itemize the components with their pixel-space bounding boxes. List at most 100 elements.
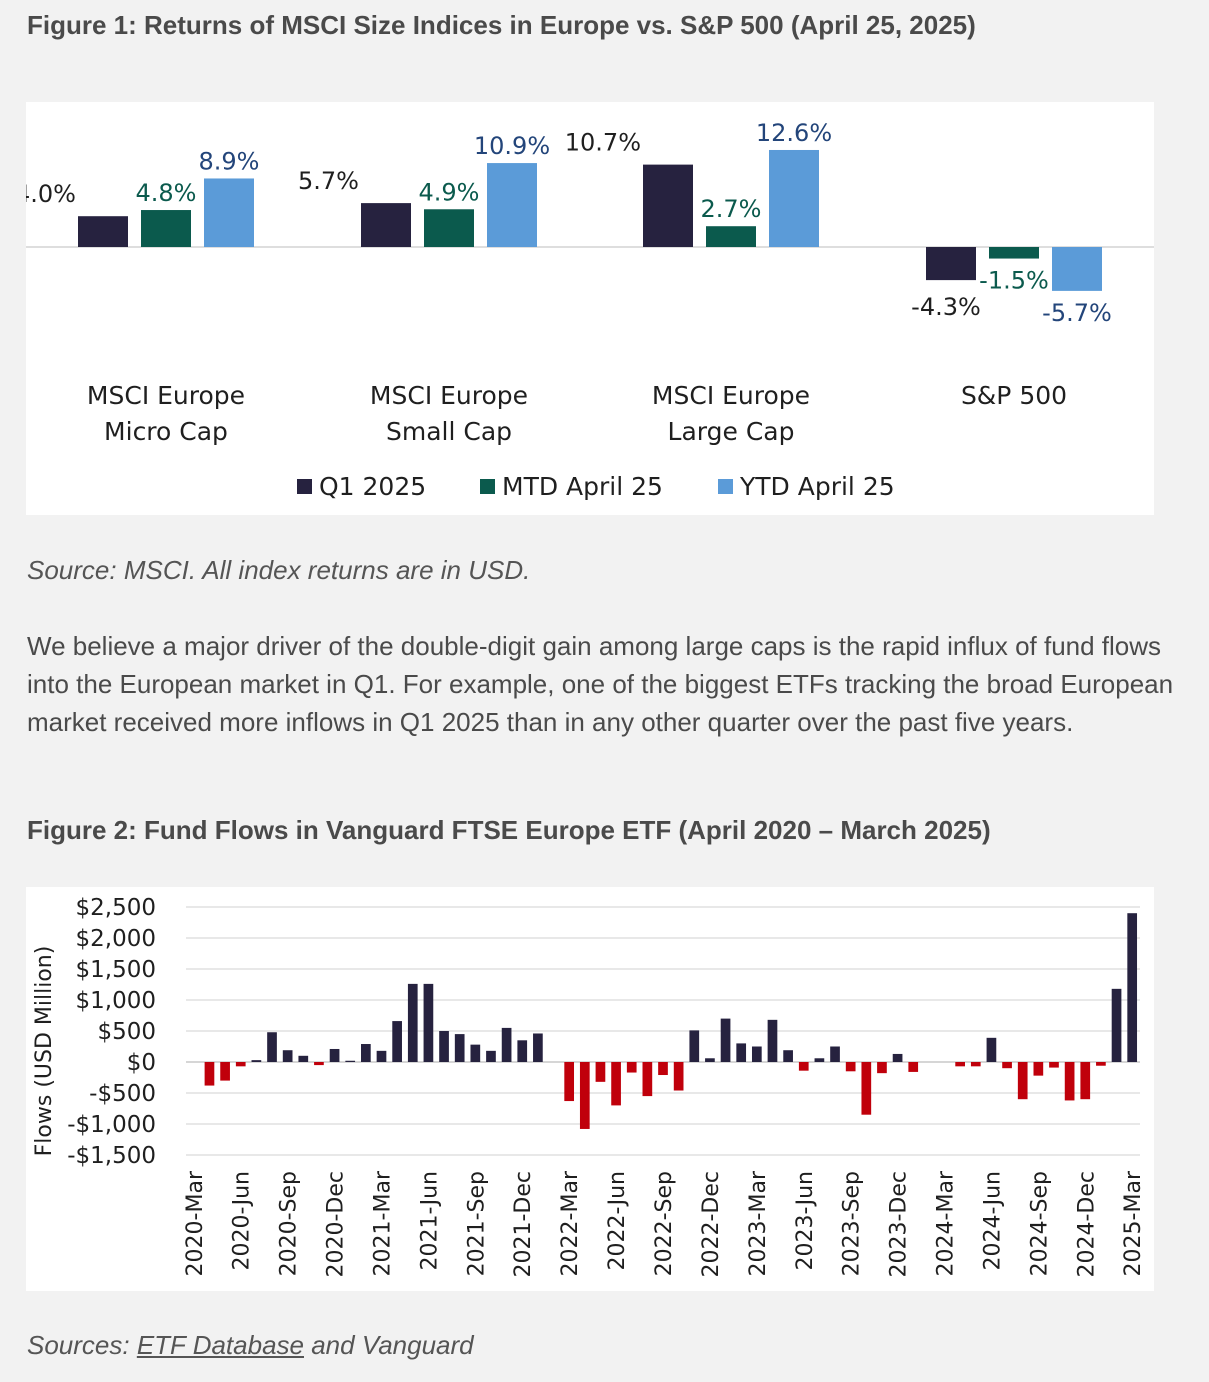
- flow-bar: [204, 1062, 215, 1086]
- bar-1-0: [141, 210, 191, 247]
- flow-bar: [470, 1044, 481, 1062]
- y-axis-label: Flows (USD Million): [32, 946, 57, 1157]
- etf-database-link[interactable]: ETF Database: [136, 1330, 304, 1360]
- bar-0-1: [361, 203, 411, 247]
- flow-bar: [439, 1031, 449, 1062]
- bar-2-0: [204, 178, 254, 247]
- bar-2-3: [1052, 247, 1102, 291]
- figure-1-chart: 4.0% 5.7% 10.7% -4.3% 4.8% 4.9% 2.7% -1.5% 8.9% 1…: [15, 119, 1154, 501]
- flow-bar: [1064, 1062, 1075, 1101]
- bar-0-2: [643, 164, 693, 247]
- flow-bar: [877, 1062, 887, 1074]
- flow-bar: [861, 1062, 872, 1115]
- y-tick-label: $1,000: [76, 988, 156, 1014]
- flow-bar: [361, 1044, 371, 1062]
- y-tick-label: $2,500: [76, 895, 156, 921]
- data-label-0-3: -4.3%: [911, 293, 981, 321]
- body-paragraph: We believe a major driver of the double-…: [27, 627, 1177, 741]
- flow-bar: [908, 1062, 919, 1072]
- paragraph-text: We believe a major driver of the double-…: [27, 631, 1174, 737]
- x-tick-label: 2024-Dec: [1074, 1171, 1099, 1278]
- x-tick-label: 2022-Jun: [605, 1171, 630, 1271]
- flow-bar: [501, 1027, 512, 1062]
- category-label-0: MSCI Europe: [87, 381, 245, 410]
- flow-bar: [1096, 1062, 1106, 1066]
- y-tick-label: $1,500: [76, 957, 156, 983]
- bar-1-2: [706, 226, 756, 247]
- flow-bar: [970, 1062, 981, 1067]
- flow-bar: [220, 1062, 230, 1081]
- flow-bar: [517, 1040, 528, 1062]
- data-label-1-2: 2.7%: [701, 195, 762, 223]
- flow-bar: [423, 983, 434, 1062]
- figure-2-chart: $2,500 $2,000 $1,500 $1,000 $500 $0 -$500 -$1,0…: [32, 895, 1146, 1278]
- x-tick-label: 2020-Dec: [324, 1171, 349, 1278]
- flow-bar: [955, 1062, 965, 1067]
- x-tick-label: 2020-Sep: [277, 1171, 302, 1276]
- x-tick-label: 2025-Mar: [1121, 1170, 1146, 1276]
- flow-bar: [595, 1062, 606, 1082]
- x-tick-label: 2020-Jun: [230, 1171, 255, 1271]
- flow-bar: [783, 1050, 793, 1062]
- y-tick-label: $0: [127, 1050, 156, 1076]
- flow-bar: [892, 1053, 903, 1062]
- data-label-0-1: 5.7%: [298, 167, 359, 195]
- x-tick-label: 2024-Jun: [980, 1171, 1005, 1271]
- x-tick-label: 2021-Mar: [370, 1170, 395, 1276]
- flow-bar: [1033, 1062, 1044, 1076]
- bar-0-0: [78, 216, 128, 247]
- flow-bar: [407, 983, 418, 1062]
- flow-bar: [673, 1062, 684, 1091]
- figure-1-title: Figure 1: Returns of MSCI Size Indices i…: [27, 10, 976, 40]
- data-label-2-2: 12.6%: [756, 119, 832, 147]
- figure-1-source: Source: MSCI. All index returns are in U…: [27, 555, 531, 585]
- x-tick-label: 2022-Mar: [558, 1170, 583, 1276]
- flow-bar: [392, 1021, 402, 1062]
- data-label-2-3: -5.7%: [1042, 299, 1112, 327]
- legend-label-0: Q1 2025: [319, 472, 426, 501]
- x-tick-label: 2021-Jun: [417, 1171, 442, 1271]
- x-tick-label: 2021-Dec: [511, 1171, 536, 1278]
- bar-2-2: [769, 149, 819, 247]
- flow-bar: [642, 1062, 653, 1097]
- flow-bar: [1111, 988, 1122, 1062]
- y-tick-label: $500: [97, 1019, 156, 1045]
- y-tick-label: $2,000: [76, 926, 156, 952]
- category-label-2: Large Cap: [668, 417, 795, 446]
- flow-bar: [986, 1037, 997, 1062]
- legend-swatch-2: [718, 479, 733, 494]
- x-tick-label: 2023-Dec: [887, 1171, 912, 1278]
- flow-bar: [564, 1062, 575, 1102]
- flow-bar: [720, 1018, 731, 1062]
- data-label-1-1: 4.9%: [419, 178, 480, 206]
- flow-bar: [235, 1062, 246, 1067]
- flow-bar: [705, 1058, 715, 1062]
- flow-bar: [1049, 1062, 1059, 1068]
- data-label-0-0: 4.0%: [26, 180, 76, 208]
- data-label-1-0: 4.8%: [136, 179, 197, 207]
- x-tick-label: 2021-Sep: [464, 1171, 489, 1276]
- flow-bar: [1017, 1062, 1028, 1100]
- flow-bar: [1127, 913, 1138, 1062]
- flow-bar: [611, 1062, 621, 1106]
- data-label-2-1: 10.9%: [474, 132, 550, 160]
- bar-0-3: [926, 247, 976, 281]
- x-tick-label: 2022-Dec: [699, 1171, 724, 1278]
- flow-bar: [251, 1060, 262, 1062]
- flow-bar: [298, 1055, 309, 1062]
- flow-bar: [329, 1048, 340, 1062]
- flow-bar: [845, 1062, 856, 1072]
- bar-2-1: [487, 163, 537, 247]
- flow-bar: [767, 1019, 778, 1062]
- data-label-1-3: -1.5%: [979, 267, 1049, 295]
- y-tick-label: -$1,500: [67, 1143, 156, 1169]
- bar-1-1: [424, 209, 474, 247]
- category-label-1: MSCI Europe: [370, 381, 528, 410]
- figure-2-title: Figure 2: Fund Flows in Vanguard FTSE Eu…: [27, 815, 991, 845]
- flow-bar: [454, 1034, 465, 1062]
- source-suffix: and Vanguard: [304, 1330, 474, 1360]
- flow-bar: [533, 1033, 543, 1062]
- flow-bar: [658, 1062, 668, 1076]
- legend-swatch-1: [480, 479, 495, 494]
- legend-label-1: MTD April 25: [502, 472, 663, 501]
